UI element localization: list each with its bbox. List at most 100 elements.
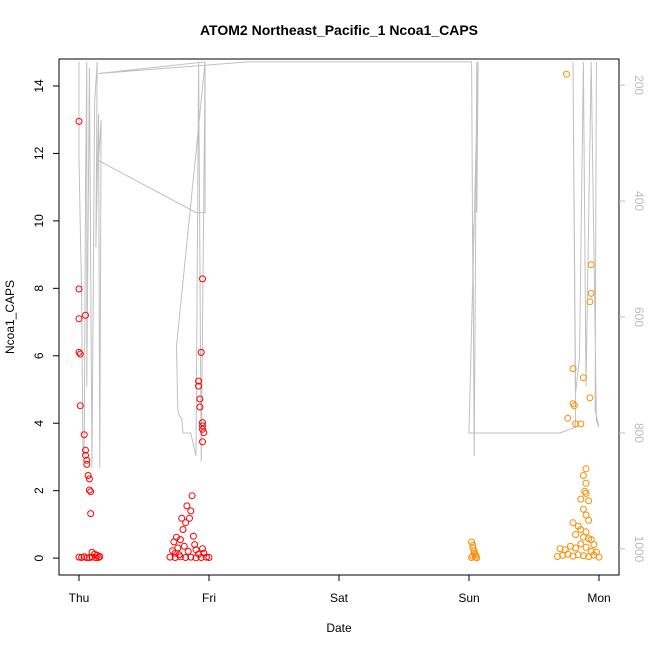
data-point [196, 395, 204, 403]
data-point [553, 553, 561, 560]
data-point [75, 315, 83, 323]
data-point [195, 382, 203, 390]
data-point [579, 533, 587, 541]
data-point [80, 431, 88, 439]
depth-line-layer [78, 61, 600, 468]
data-point [586, 298, 594, 306]
x-tick-label: Thu [69, 591, 90, 605]
data-point [88, 553, 96, 561]
y-tick-label: 14 [32, 79, 46, 93]
data-point [188, 492, 196, 500]
y-axis-label: Ncoa1_CAPS [3, 280, 17, 354]
data-point [87, 510, 95, 518]
data-point [197, 554, 205, 561]
data-point [579, 552, 587, 560]
y2-tick-label: 400 [632, 191, 646, 211]
y2-tick-label: 600 [632, 307, 646, 327]
data-point [582, 489, 590, 497]
data-point [182, 554, 190, 561]
data-point [176, 553, 184, 561]
data-point [92, 554, 100, 562]
data-point [197, 348, 205, 356]
y-axis-right: 200 400 600 800 1000 [619, 75, 646, 563]
data-point [563, 70, 570, 78]
data-point [595, 553, 603, 561]
y-tick-label: 0 [32, 554, 46, 561]
data-point [76, 350, 84, 358]
data-point [569, 400, 577, 408]
chart-title: ATOM2 Northeast_Pacific_1 Ncoa1_CAPS [200, 22, 478, 38]
y-tick-label: 8 [32, 285, 46, 292]
data-point [569, 552, 577, 560]
data-point [183, 502, 191, 510]
data-point [192, 554, 200, 562]
data-point [570, 402, 578, 410]
data-point [87, 488, 95, 496]
data-point [82, 311, 89, 319]
data-point [572, 544, 580, 552]
data-point [187, 553, 195, 561]
data-point [75, 348, 83, 356]
data-point [95, 554, 102, 561]
data-point [581, 487, 589, 495]
data-point [577, 420, 585, 428]
data-point [585, 497, 593, 505]
x-axis-label: Date [326, 621, 352, 635]
data-point [182, 519, 190, 527]
data-point [559, 551, 567, 559]
y2-tick-label: 1000 [632, 536, 646, 563]
data-point [556, 545, 564, 553]
y2-tick-label: 800 [632, 423, 646, 443]
data-point [582, 511, 590, 519]
x-tick-label: Mon [587, 591, 610, 605]
x-tick-label: Sun [458, 591, 479, 605]
data-point [174, 544, 182, 552]
data-point [196, 403, 204, 411]
data-point [75, 285, 83, 293]
data-point [569, 519, 577, 527]
data-point [586, 394, 594, 402]
data-point [184, 547, 192, 555]
data-point [75, 553, 83, 561]
y-tick-label: 2 [32, 487, 46, 494]
data-point [82, 446, 89, 454]
y-tick-label: 4 [32, 420, 46, 427]
x-tick-label: Sat [330, 591, 349, 605]
data-point [83, 460, 91, 468]
data-point [195, 377, 203, 385]
y-tick-label: 6 [32, 352, 46, 359]
data-point [199, 422, 206, 430]
data-point [199, 438, 206, 446]
data-point [191, 541, 199, 549]
data-point [564, 414, 572, 422]
data-point [468, 554, 476, 561]
data-point [577, 495, 585, 503]
points-layer [75, 70, 603, 562]
y-tick-label: 12 [32, 146, 46, 160]
data-point [579, 472, 587, 479]
data-point [569, 365, 577, 373]
x-axis: Thu Fri Sat Sun Mon [69, 575, 611, 605]
data-point [574, 551, 582, 559]
data-point [176, 536, 184, 544]
data-point [202, 553, 210, 561]
y-axis-left: 0 2 4 6 8 10 12 14 [32, 79, 59, 561]
data-point [180, 542, 188, 550]
data-point [85, 486, 93, 494]
data-point [85, 475, 93, 483]
data-point [585, 516, 593, 524]
data-point [473, 554, 481, 562]
data-point [572, 420, 580, 428]
data-point [187, 507, 195, 515]
data-point [166, 553, 174, 561]
data-point [186, 514, 193, 522]
data-point [582, 465, 590, 473]
data-point [587, 261, 595, 269]
data-point [582, 543, 590, 551]
data-point [82, 451, 89, 459]
y2-tick-label: 200 [632, 75, 646, 95]
y-tick-label: 10 [32, 214, 46, 228]
data-point [171, 554, 179, 561]
data-point [199, 425, 206, 433]
